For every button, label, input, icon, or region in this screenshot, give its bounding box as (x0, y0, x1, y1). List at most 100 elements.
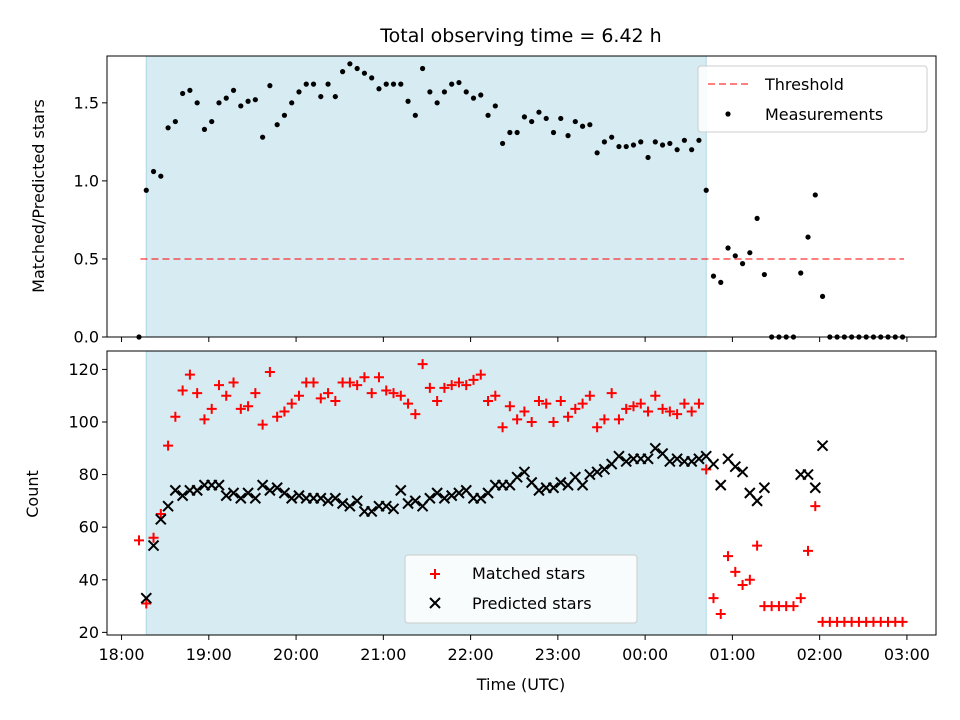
data-point (438, 492, 451, 504)
data-point (449, 81, 455, 87)
data-point (150, 168, 157, 175)
legend-predicted-label: Predicted stars (472, 594, 592, 613)
data-point (432, 395, 443, 406)
data-point (249, 492, 262, 504)
x-tick-label: 21:00 (360, 645, 406, 664)
data-point (897, 616, 908, 627)
data-point (747, 250, 753, 256)
data-point (606, 388, 617, 399)
y-tick-label: 120 (68, 360, 99, 379)
data-point (187, 87, 193, 93)
data-point (592, 422, 603, 433)
data-point (754, 215, 760, 221)
data-point (819, 293, 826, 300)
data-point (511, 471, 523, 483)
data-point (383, 81, 389, 87)
data-point (143, 187, 149, 193)
data-point (206, 403, 217, 414)
data-point (303, 81, 309, 87)
data-point (664, 455, 676, 468)
data-point (192, 388, 203, 399)
data-point (744, 574, 755, 585)
data-point (729, 460, 742, 473)
data-point (390, 81, 397, 87)
data-point (417, 359, 428, 370)
x-tick-label: 19:00 (186, 645, 232, 664)
legend-measurements-swatch (725, 111, 731, 117)
data-point (201, 126, 208, 132)
data-point (730, 566, 741, 577)
data-point (412, 112, 418, 118)
data-point (737, 580, 748, 591)
data-point (388, 388, 399, 399)
data-point (558, 115, 564, 122)
x-tick-label: 00:00 (622, 645, 668, 664)
data-point (613, 450, 625, 462)
data-point (555, 395, 566, 406)
data-point (587, 122, 593, 128)
data-point (533, 395, 544, 406)
y-tick-label: 1.5 (74, 93, 99, 112)
data-point (536, 109, 542, 115)
data-point (507, 129, 513, 136)
data-point (499, 140, 506, 147)
data-point (409, 495, 422, 507)
data-point (584, 390, 595, 401)
data-point (308, 377, 319, 388)
data-point (180, 90, 186, 97)
data-point (310, 81, 317, 87)
data-point (599, 414, 610, 425)
x-tick-label: 18:00 (98, 645, 144, 664)
data-point (526, 417, 537, 427)
data-point (162, 500, 174, 512)
data-point (315, 393, 326, 404)
data-point (657, 403, 668, 414)
data-point (456, 79, 462, 86)
data-point (184, 369, 195, 380)
data-point (584, 468, 596, 481)
data-point (427, 89, 433, 95)
data-point (256, 479, 269, 491)
x-tick-label: 22:00 (448, 645, 494, 664)
data-point (213, 479, 225, 491)
data-point (667, 140, 673, 147)
data-point (601, 139, 608, 145)
data-point (519, 406, 530, 417)
data-point (621, 403, 632, 414)
data-point (576, 479, 589, 491)
observing-window-span (145, 55, 707, 338)
data-point (446, 380, 457, 391)
data-point (461, 380, 472, 391)
data-point (693, 398, 704, 409)
data-point (352, 380, 363, 391)
data-point (521, 114, 528, 120)
data-point (577, 398, 588, 409)
data-point (623, 143, 629, 150)
data-point (410, 409, 421, 420)
data-point (816, 439, 829, 452)
data-point (642, 453, 654, 465)
data-point (453, 487, 465, 499)
data-point (475, 369, 486, 380)
data-point (264, 484, 276, 497)
data-point (725, 245, 731, 251)
data-point (405, 98, 411, 104)
data-point (323, 388, 334, 399)
data-point (518, 466, 531, 478)
data-point (361, 70, 368, 76)
data-point (805, 234, 811, 240)
x-axis-label: Time (UTC) (476, 675, 565, 694)
data-point (359, 372, 370, 383)
data-point (227, 487, 240, 499)
data-point (630, 142, 637, 148)
data-point (441, 89, 448, 95)
bottom-y-axis-label: Count (23, 470, 42, 518)
data-point (686, 406, 697, 417)
data-point (620, 455, 632, 468)
data-point (230, 87, 237, 93)
bottom-panel: 20 40 60 80 100 120 18:00 19:00 20:00 21:00 22:00 2… (68, 350, 937, 664)
data-point (223, 95, 229, 101)
data-point (395, 390, 406, 401)
data-point (420, 65, 426, 72)
data-point (238, 103, 244, 109)
